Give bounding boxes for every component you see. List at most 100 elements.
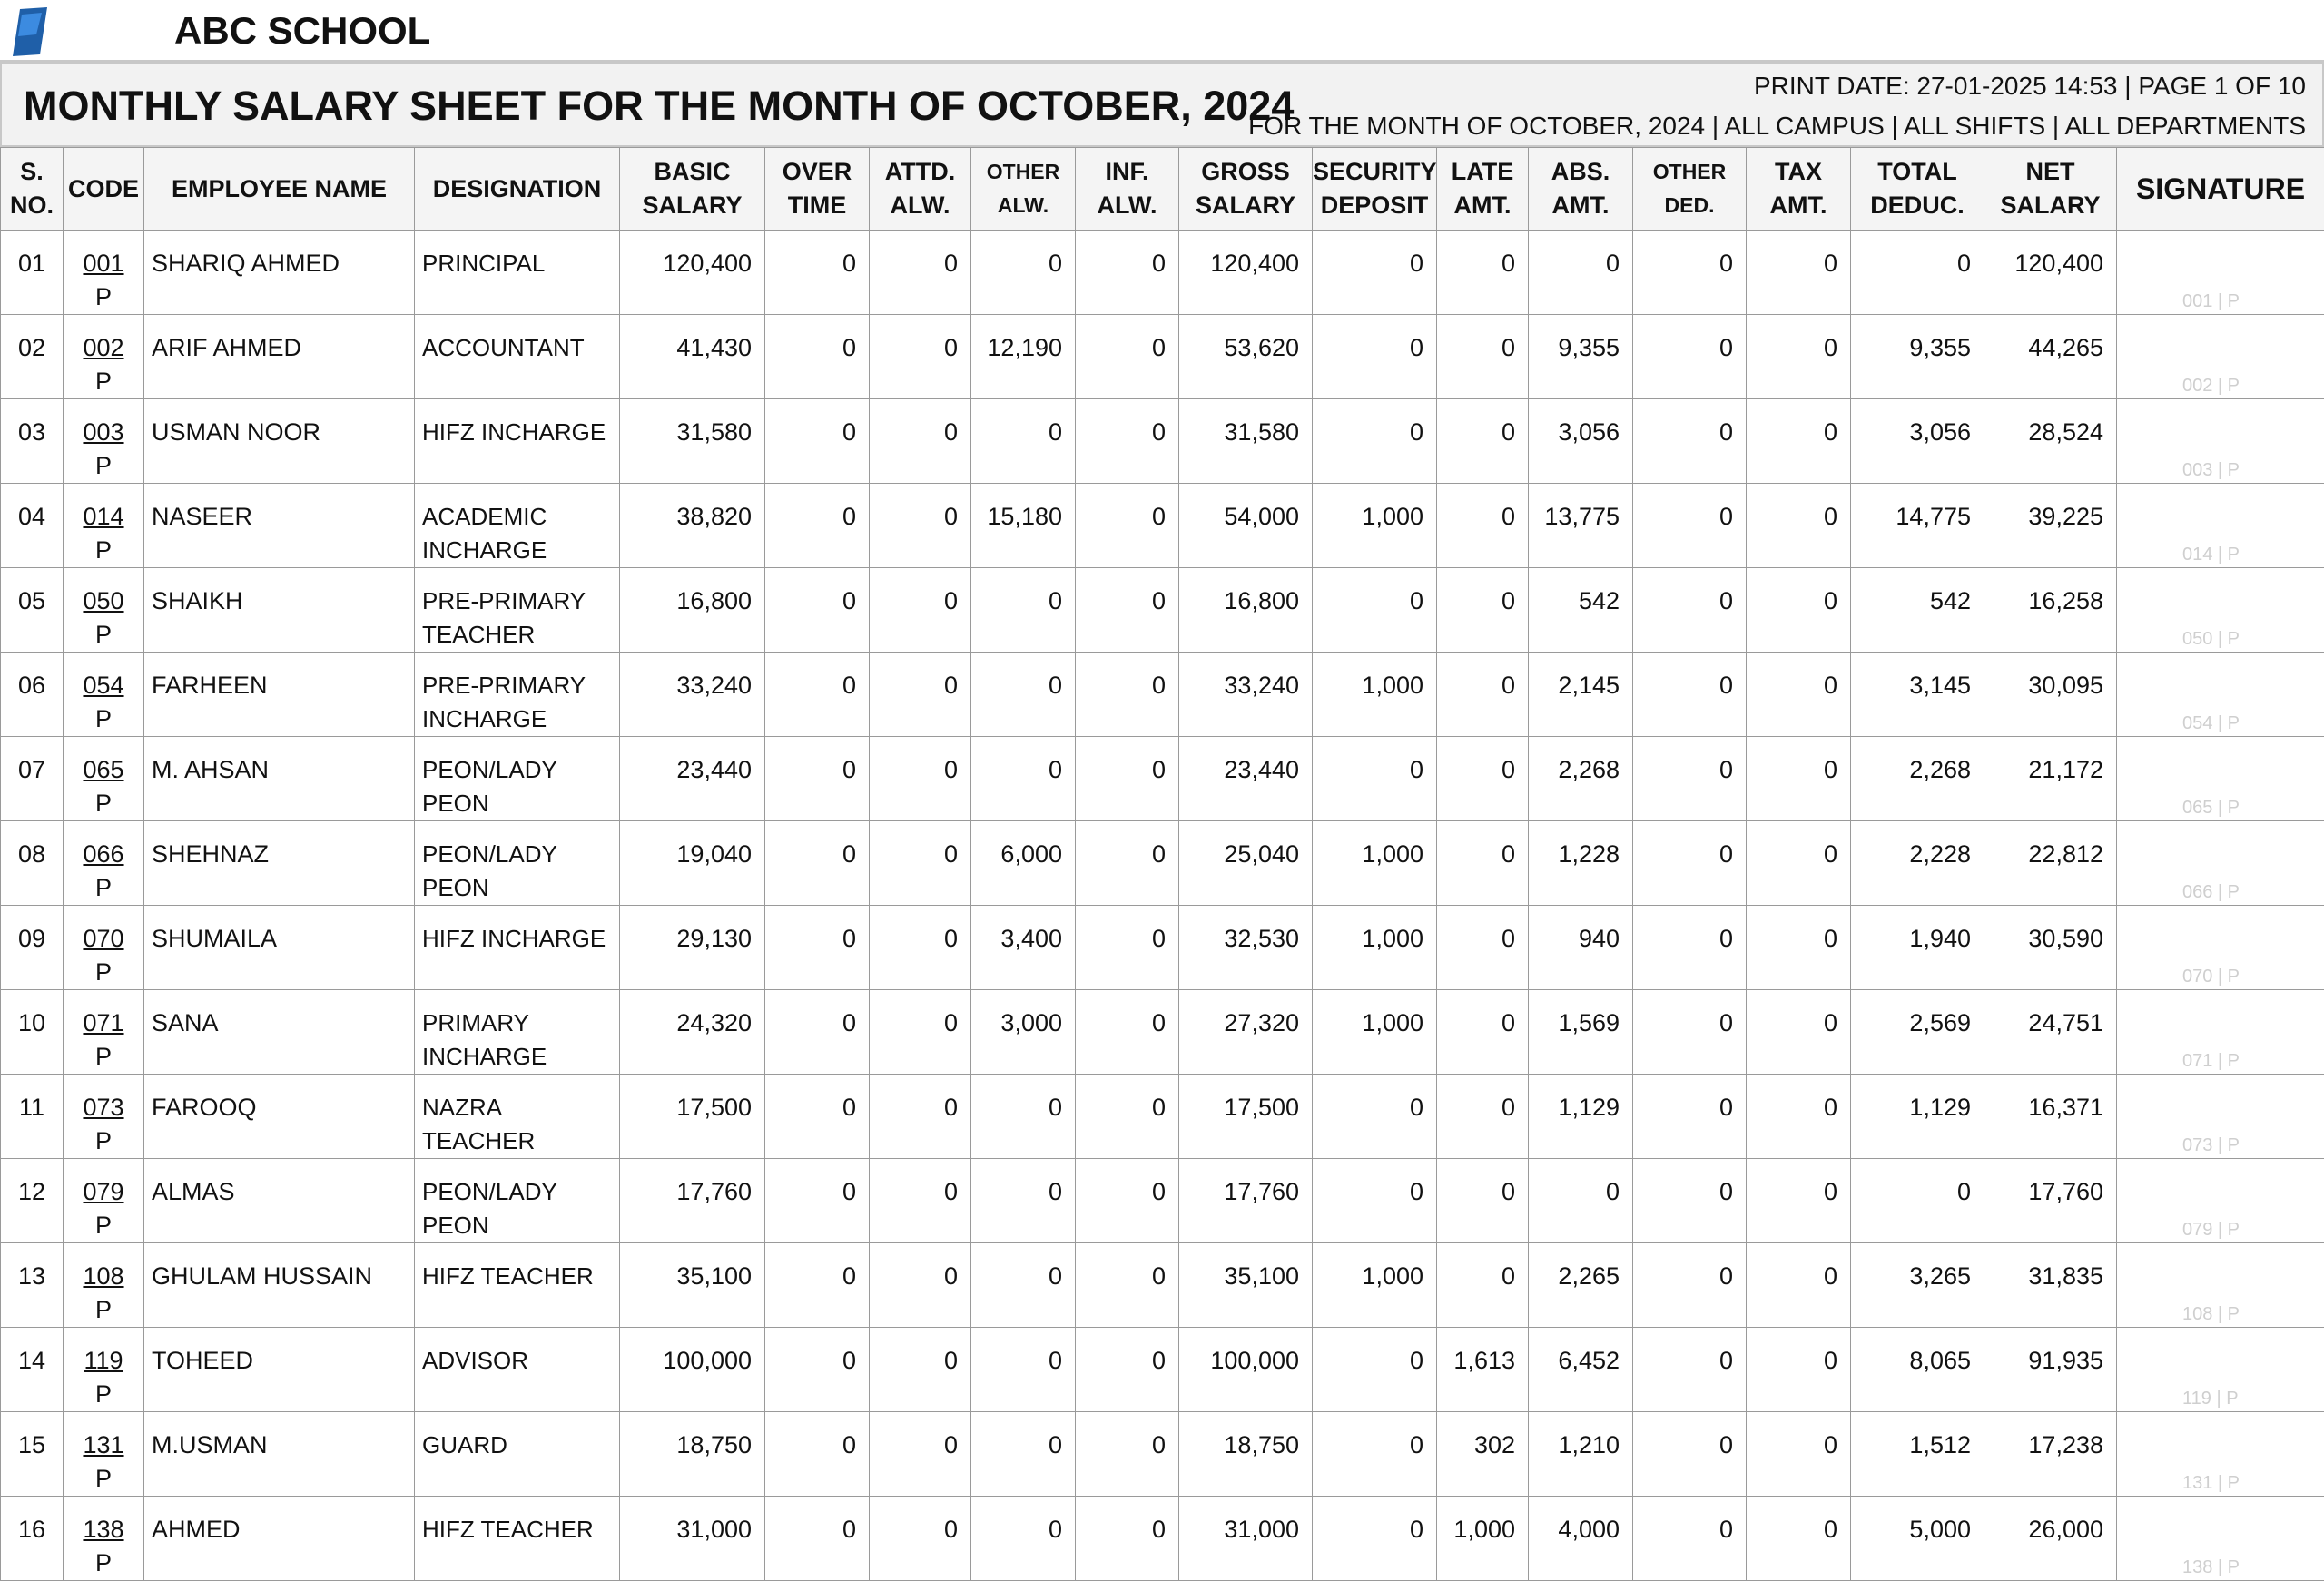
- signature-cell: 071 | P: [2117, 990, 2324, 1075]
- amount: 0: [1076, 399, 1179, 484]
- status: P: [64, 534, 143, 567]
- amount: 17,238: [1984, 1412, 2117, 1497]
- amount: 0: [1313, 737, 1437, 821]
- amount: 0: [971, 231, 1076, 315]
- designation: PRIMARY INCHARGE: [415, 990, 620, 1075]
- designation: GUARD: [415, 1412, 620, 1497]
- amount: 0: [1747, 737, 1851, 821]
- amount: 0: [1747, 821, 1851, 906]
- amount: 14,775: [1851, 484, 1984, 568]
- signature-cell: 065 | P: [2117, 737, 2324, 821]
- amount: 0: [1076, 737, 1179, 821]
- amount: 0: [870, 821, 971, 906]
- column-header: INF.ALW.: [1076, 148, 1179, 231]
- amount: 100,000: [1179, 1328, 1313, 1412]
- amount: 0: [971, 1497, 1076, 1581]
- header-line: TIME: [765, 189, 869, 222]
- serial-no: 16: [1, 1497, 64, 1581]
- header-line: AMT.: [1529, 189, 1632, 222]
- amount: 5,000: [1851, 1497, 1984, 1581]
- header-line: DED.: [1633, 189, 1746, 222]
- header-line: NO.: [1, 189, 63, 222]
- serial-no: 06: [1, 653, 64, 737]
- amount: 0: [765, 315, 870, 399]
- designation: PEON/LADY PEON: [415, 737, 620, 821]
- amount: 3,400: [971, 906, 1076, 990]
- amount: 33,240: [1179, 653, 1313, 737]
- amount: 0: [1747, 1243, 1851, 1328]
- status: P: [64, 280, 143, 314]
- filters: FOR THE MONTH OF OCTOBER, 2024 | ALL CAM…: [1248, 112, 2306, 141]
- amount: 0: [1076, 315, 1179, 399]
- amount: 1,569: [1529, 990, 1633, 1075]
- employee-name: SHEHNAZ: [144, 821, 415, 906]
- amount: 0: [1747, 315, 1851, 399]
- amount: 0: [1076, 906, 1179, 990]
- employee-name: M. AHSAN: [144, 737, 415, 821]
- amount: 0: [870, 906, 971, 990]
- column-header: S.NO.: [1, 148, 64, 231]
- amount: 120,400: [1984, 231, 2117, 315]
- amount: 0: [1747, 1075, 1851, 1159]
- title-band: MONTHLY SALARY SHEET FOR THE MONTH OF OC…: [0, 63, 2324, 147]
- amount: 9,355: [1529, 315, 1633, 399]
- print-info: PRINT DATE: 27-01-2025 14:53 | PAGE 1 OF…: [1754, 72, 2306, 101]
- amount: 0: [870, 1412, 971, 1497]
- amount: 2,265: [1529, 1243, 1633, 1328]
- amount: 33,240: [620, 653, 765, 737]
- amount: 12,190: [971, 315, 1076, 399]
- amount: 22,812: [1984, 821, 2117, 906]
- amount: 0: [1437, 1243, 1529, 1328]
- designation: HIFZ INCHARGE: [415, 399, 620, 484]
- header-line: SALARY: [1984, 189, 2116, 222]
- employee-name: NASEER: [144, 484, 415, 568]
- employee-name: TOHEED: [144, 1328, 415, 1412]
- amount: 16,800: [620, 568, 765, 653]
- amount: 2,145: [1529, 653, 1633, 737]
- amount: 542: [1529, 568, 1633, 653]
- column-header: ABS.AMT.: [1529, 148, 1633, 231]
- sheet-title: MONTHLY SALARY SHEET FOR THE MONTH OF OC…: [24, 83, 1294, 130]
- amount: 15,180: [971, 484, 1076, 568]
- amount: 27,320: [1179, 990, 1313, 1075]
- amount: 0: [765, 484, 870, 568]
- amount: 0: [870, 1497, 971, 1581]
- header-line: NET: [1984, 155, 2116, 189]
- serial-no: 10: [1, 990, 64, 1075]
- amount: 1,000: [1437, 1497, 1529, 1581]
- amount: 0: [1313, 568, 1437, 653]
- designation: HIFZ TEACHER: [415, 1243, 620, 1328]
- amount: 23,440: [1179, 737, 1313, 821]
- amount: 0: [1076, 484, 1179, 568]
- signature-cell: 070 | P: [2117, 906, 2324, 990]
- amount: 542: [1851, 568, 1984, 653]
- header-line: CODE: [64, 172, 143, 206]
- amount: 0: [1313, 315, 1437, 399]
- amount: 35,100: [1179, 1243, 1313, 1328]
- amount: 0: [1633, 315, 1747, 399]
- header-line: OTHER: [1633, 155, 1746, 189]
- header-line: DEPOSIT: [1313, 189, 1436, 222]
- designation: HIFZ TEACHER: [415, 1497, 620, 1581]
- amount: 0: [1313, 1497, 1437, 1581]
- amount: 120,400: [1179, 231, 1313, 315]
- employee-name: ARIF AHMED: [144, 315, 415, 399]
- amount: 0: [971, 1412, 1076, 1497]
- amount: 13,775: [1529, 484, 1633, 568]
- amount: 0: [1076, 231, 1179, 315]
- amount: 0: [765, 1412, 870, 1497]
